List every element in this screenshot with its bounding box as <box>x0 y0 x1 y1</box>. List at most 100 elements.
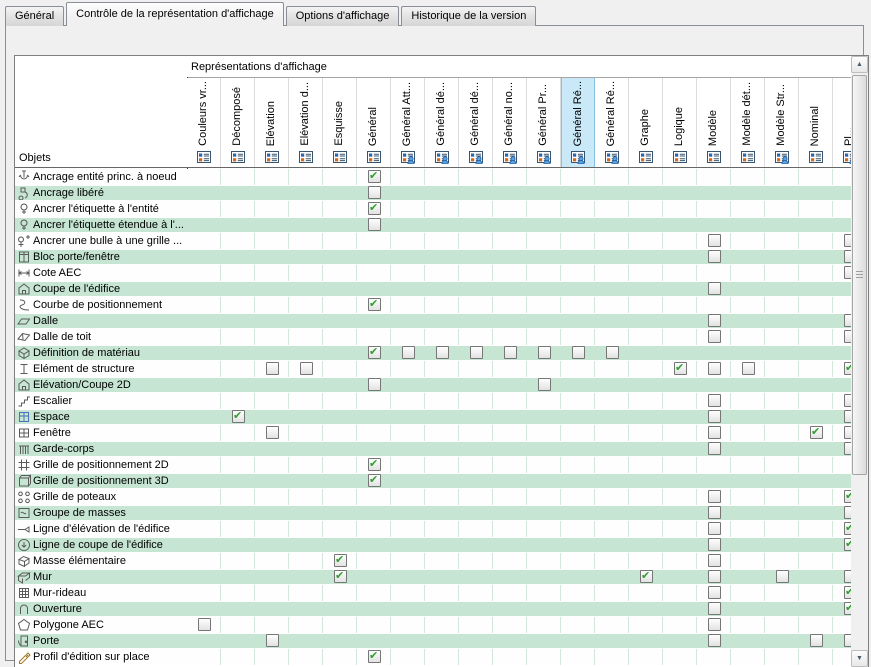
column-header-2[interactable]: Décomposé <box>221 78 255 167</box>
checkbox-20-6[interactable] <box>368 474 381 487</box>
checkbox-26-18[interactable] <box>776 570 789 583</box>
checkbox-8-16[interactable] <box>708 282 721 295</box>
object-row[interactable]: Grille de positionnement 3D <box>15 473 851 489</box>
column-header-11[interactable]: Général Pr... <box>527 78 561 167</box>
object-row[interactable]: Ancrer l'étiquette à l'entité <box>15 201 851 217</box>
object-row[interactable]: Ligne d'élévation de l'édifice <box>15 521 851 537</box>
column-header-4[interactable]: Elévation d... <box>289 78 323 167</box>
scroll-down-button[interactable]: ▼ <box>851 650 868 667</box>
checkbox-25-16[interactable] <box>708 554 721 567</box>
object-row[interactable]: Ancrer l'étiquette étendue à l'... <box>15 217 851 233</box>
checkbox-23-20[interactable] <box>844 522 851 535</box>
checkbox-13-4[interactable] <box>300 362 313 375</box>
checkbox-14-11[interactable] <box>538 378 551 391</box>
checkbox-30-3[interactable] <box>266 634 279 647</box>
checkbox-26-14[interactable] <box>640 570 653 583</box>
checkbox-29-1[interactable] <box>198 618 211 631</box>
column-header-15[interactable]: Logique <box>663 78 697 167</box>
checkbox-26-5[interactable] <box>334 570 347 583</box>
checkbox-27-16[interactable] <box>708 586 721 599</box>
checkbox-21-20[interactable] <box>844 490 851 503</box>
column-header-7[interactable]: Général Att... <box>391 78 425 167</box>
checkbox-5-20[interactable] <box>844 234 851 247</box>
column-header-13[interactable]: Général Ré... <box>595 78 629 167</box>
checkbox-16-16[interactable] <box>708 410 721 423</box>
column-header-10[interactable]: Général no... <box>493 78 527 167</box>
object-row[interactable]: Ligne de coupe de l'édifice <box>15 537 851 553</box>
checkbox-15-20[interactable] <box>844 394 851 407</box>
checkbox-22-20[interactable] <box>844 506 851 519</box>
object-row[interactable]: Elévation/Coupe 2D <box>15 377 851 393</box>
object-row[interactable]: Dalle <box>15 313 851 329</box>
checkbox-17-16[interactable] <box>708 426 721 439</box>
checkbox-16-20[interactable] <box>844 410 851 423</box>
object-row[interactable]: Ancrer une bulle à une grille ... <box>15 233 851 249</box>
object-row[interactable]: Mur <box>15 569 851 585</box>
checkbox-13-20[interactable] <box>844 362 851 375</box>
checkbox-23-16[interactable] <box>708 522 721 535</box>
object-row[interactable]: Courbe de positionnement <box>15 297 851 313</box>
checkbox-22-16[interactable] <box>708 506 721 519</box>
checkbox-13-17[interactable] <box>742 362 755 375</box>
column-header-16[interactable]: Modèle <box>697 78 731 167</box>
checkbox-13-16[interactable] <box>708 362 721 375</box>
checkbox-29-16[interactable] <box>708 618 721 631</box>
object-row[interactable]: Elément de structure <box>15 361 851 377</box>
object-row[interactable]: Ancrage entité princ. à noeud <box>15 169 851 185</box>
object-row[interactable]: Définition de matériau <box>15 345 851 361</box>
checkbox-27-20[interactable] <box>844 586 851 599</box>
checkbox-4-6[interactable] <box>368 218 381 231</box>
column-header-1[interactable]: Couleurs vr... <box>187 78 221 167</box>
checkbox-6-20[interactable] <box>844 250 851 263</box>
object-row[interactable]: Escalier <box>15 393 851 409</box>
object-row[interactable]: Bloc porte/fenêtre <box>15 249 851 265</box>
checkbox-14-6[interactable] <box>368 378 381 391</box>
checkbox-30-20[interactable] <box>844 634 851 647</box>
checkbox-1-6[interactable] <box>368 170 381 183</box>
checkbox-5-16[interactable] <box>708 234 721 247</box>
checkbox-21-16[interactable] <box>708 490 721 503</box>
column-header-6[interactable]: Général <box>357 78 391 167</box>
checkbox-19-6[interactable] <box>368 458 381 471</box>
checkbox-12-7[interactable] <box>402 346 415 359</box>
checkbox-25-5[interactable] <box>334 554 347 567</box>
checkbox-24-20[interactable] <box>844 538 851 551</box>
checkbox-13-15[interactable] <box>674 362 687 375</box>
checkbox-18-20[interactable] <box>844 442 851 455</box>
checkbox-17-3[interactable] <box>266 426 279 439</box>
column-header-19[interactable]: Nominal <box>799 78 833 167</box>
checkbox-16-2[interactable] <box>232 410 245 423</box>
column-header-14[interactable]: Graphe <box>629 78 663 167</box>
checkbox-26-16[interactable] <box>708 570 721 583</box>
tab-0[interactable]: Général <box>5 6 65 26</box>
checkbox-10-16[interactable] <box>708 314 721 327</box>
checkbox-13-3[interactable] <box>266 362 279 375</box>
column-header-20[interactable]: Pl... <box>833 78 851 167</box>
checkbox-12-13[interactable] <box>606 346 619 359</box>
checkbox-12-10[interactable] <box>504 346 517 359</box>
column-header-18[interactable]: Modèle Str... <box>765 78 799 167</box>
checkbox-11-20[interactable] <box>844 330 851 343</box>
checkbox-30-16[interactable] <box>708 634 721 647</box>
object-row[interactable]: Masse élémentaire <box>15 553 851 569</box>
column-header-17[interactable]: Modèle dét... <box>731 78 765 167</box>
tab-2[interactable]: Options d'affichage <box>285 6 400 26</box>
checkbox-15-16[interactable] <box>708 394 721 407</box>
object-row[interactable]: Profil d'édition sur place <box>15 649 851 665</box>
object-row[interactable]: Ouverture <box>15 601 851 617</box>
column-header-8[interactable]: Général dé... <box>425 78 459 167</box>
object-row[interactable]: Fenêtre <box>15 425 851 441</box>
checkbox-24-16[interactable] <box>708 538 721 551</box>
object-row[interactable]: Cote AEC <box>15 265 851 281</box>
checkbox-10-20[interactable] <box>844 314 851 327</box>
checkbox-28-16[interactable] <box>708 602 721 615</box>
checkbox-2-6[interactable] <box>368 186 381 199</box>
checkbox-18-16[interactable] <box>708 442 721 455</box>
column-header-3[interactable]: Elévation <box>255 78 289 167</box>
checkbox-9-6[interactable] <box>368 298 381 311</box>
checkbox-12-12[interactable] <box>572 346 585 359</box>
vertical-scrollbar[interactable]: ▲ ▼ <box>851 56 868 667</box>
object-row[interactable]: Polygone AEC <box>15 617 851 633</box>
checkbox-26-20[interactable] <box>844 570 851 583</box>
object-row[interactable]: Porte <box>15 633 851 649</box>
